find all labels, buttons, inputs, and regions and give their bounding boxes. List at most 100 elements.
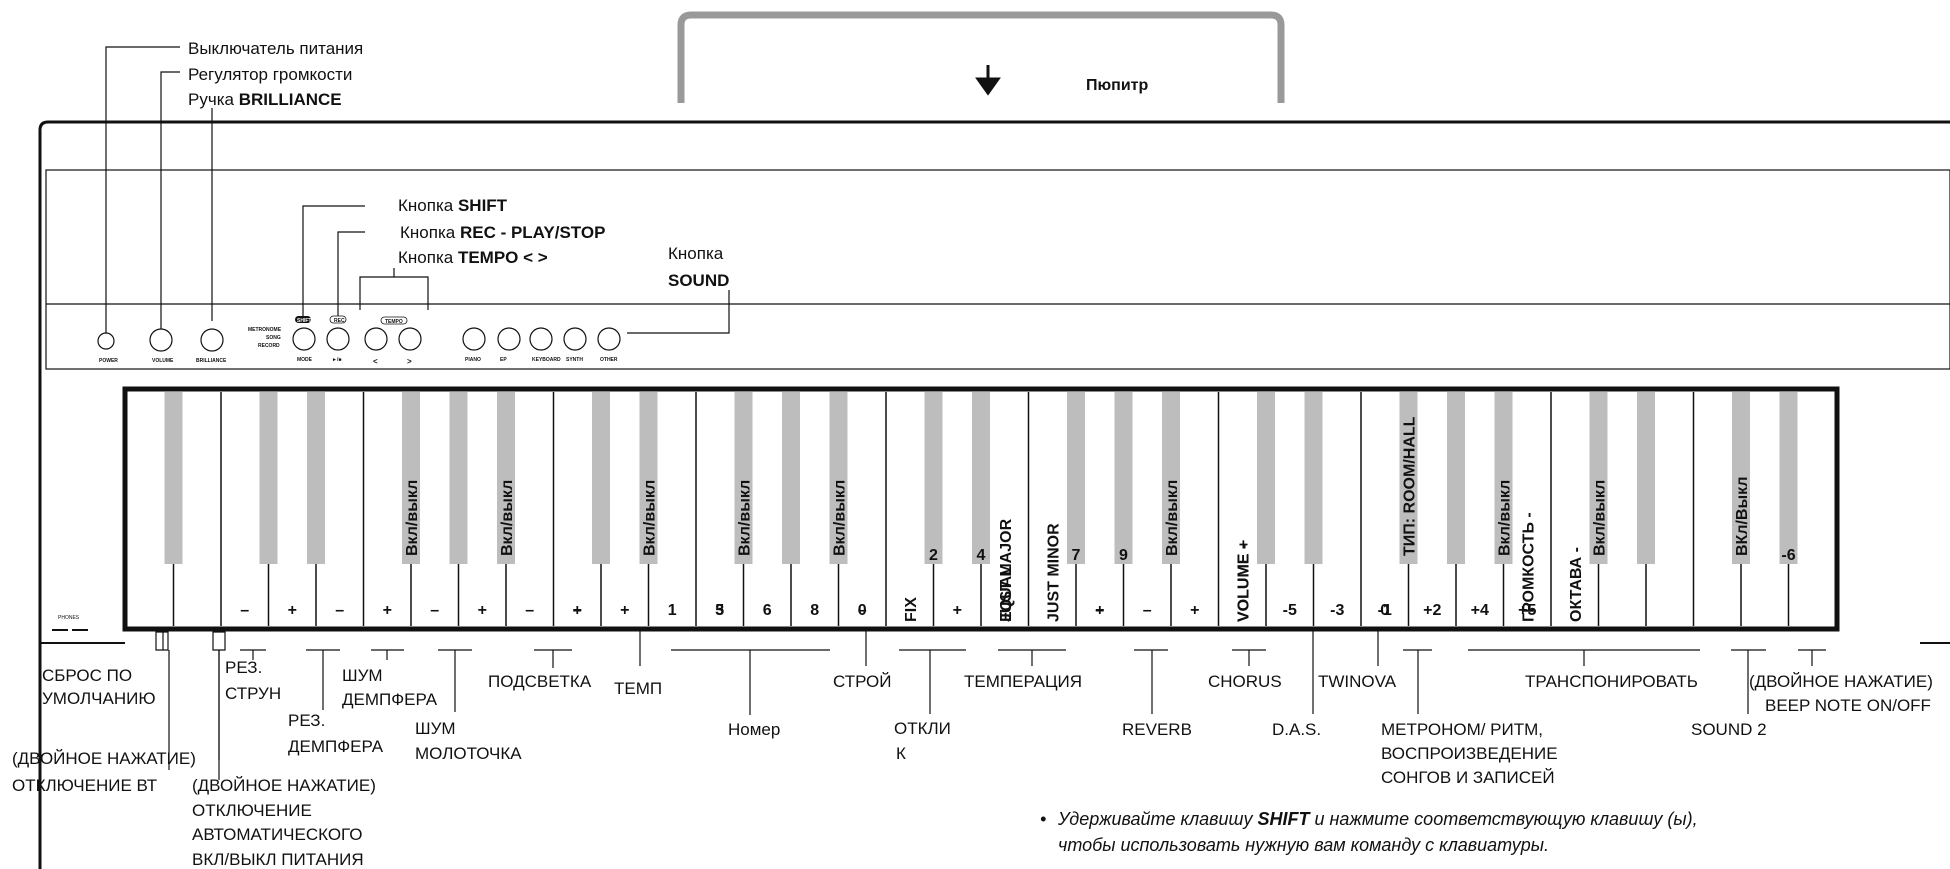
- phones-jack: PHONES: [52, 615, 88, 631]
- song-caption: SONG: [266, 335, 281, 341]
- brilliance-knob[interactable]: [200, 328, 224, 352]
- black-key[interactable]: [1067, 392, 1085, 564]
- black-key[interactable]: [639, 392, 658, 564]
- black-key[interactable]: [1304, 392, 1323, 564]
- phones-caption: PHONES: [58, 615, 80, 621]
- white-key-label: +: [1190, 602, 1199, 619]
- volume-knob[interactable]: [149, 328, 173, 352]
- chorus-label: CHORUS: [1208, 672, 1282, 691]
- black-key[interactable]: [1589, 392, 1608, 564]
- sound-caption: SYNTH: [566, 357, 583, 363]
- white-key-label: +5: [1518, 602, 1536, 619]
- brilliance-caption: BRILLIANCE: [196, 358, 227, 364]
- play-stop-button[interactable]: [326, 327, 350, 351]
- black-key[interactable]: [259, 392, 278, 564]
- music-rest-outline: [677, 11, 1285, 103]
- white-key-label: ГРОМКОСТЬ -: [1520, 512, 1537, 622]
- rec-cap-text: REC: [334, 318, 345, 324]
- black-key[interactable]: [734, 392, 753, 564]
- tempo-up-button[interactable]: [398, 327, 422, 351]
- callout-leader: [534, 649, 572, 668]
- black-key-label: -6: [1781, 547, 1795, 564]
- black-key[interactable]: [307, 392, 325, 564]
- mode-button[interactable]: [292, 327, 316, 351]
- black-key[interactable]: [497, 392, 515, 564]
- callout-leader: [671, 649, 830, 715]
- number-label: Номер: [728, 720, 780, 739]
- tempo-cap: [380, 316, 408, 325]
- touch-label-2: К: [896, 744, 906, 763]
- white-key-label: -3: [1330, 602, 1344, 619]
- black-key-label: Вкл/выкл: [499, 480, 516, 556]
- metronome-label-3: СОНГОВ И ЗАПИСЕЙ: [1381, 768, 1555, 787]
- note-line2: чтобы использовать нужную вам команду с …: [1058, 835, 1550, 855]
- white-key-label: –: [858, 602, 867, 619]
- power-button[interactable]: [97, 332, 115, 350]
- black-key[interactable]: [1637, 392, 1655, 564]
- black-key[interactable]: [972, 392, 990, 564]
- callout-leader: [998, 649, 1066, 666]
- white-key-label: +: [1095, 602, 1104, 619]
- black-key[interactable]: [449, 392, 468, 564]
- white-key-label: –: [1143, 602, 1152, 619]
- damper-noise-label-2: ДЕМПФЕРА: [342, 690, 438, 709]
- white-key-label: +2: [1423, 602, 1441, 619]
- callout-labels: СБРОС ПО УМОЛЧАНИЮ (ДВОЙНОЕ НАЖАТИЕ) ОТК…: [12, 658, 1933, 869]
- sound-button-synth[interactable]: [563, 327, 587, 351]
- rec-button-label: Кнопка REC - PLAY/STOP: [400, 223, 605, 242]
- black-key[interactable]: [592, 392, 610, 564]
- music-rest-label: Пюпитр: [1086, 77, 1149, 94]
- black-key[interactable]: [782, 392, 800, 564]
- power-caption: POWER: [99, 358, 118, 364]
- next-caption: >: [407, 357, 412, 366]
- tempo-down-button[interactable]: [364, 327, 388, 351]
- black-key[interactable]: [1494, 392, 1513, 564]
- black-key-label: Вкл/выкл: [1164, 480, 1181, 556]
- white-key-label: 3: [715, 602, 724, 619]
- damper-noise-label-1: ШУМ: [342, 666, 383, 685]
- black-key[interactable]: [1162, 392, 1180, 564]
- black-key[interactable]: [924, 392, 943, 564]
- sound-button-piano[interactable]: [462, 327, 486, 351]
- black-key[interactable]: [1447, 392, 1465, 564]
- black-key-label: ВКл/Выкл: [1734, 476, 1751, 556]
- sound-button-ep[interactable]: [497, 327, 521, 351]
- arrow-down-icon: [975, 65, 1001, 96]
- black-key-label: Вкл/выкл: [404, 480, 421, 556]
- das-label: D.A.S.: [1272, 720, 1321, 739]
- black-key[interactable]: [1257, 392, 1275, 564]
- tuning-label: СТРОЙ: [833, 672, 892, 691]
- hammer-noise-label-2: МОЛОТОЧКА: [415, 744, 522, 763]
- volume-knob-label: Регулятор громкости: [188, 65, 352, 84]
- black-key[interactable]: [402, 392, 420, 564]
- auto-off-label-1: (ДВОЙНОЕ НАЖАТИЕ): [192, 776, 376, 795]
- black-key[interactable]: [1732, 392, 1750, 564]
- shift-cap: [295, 316, 311, 323]
- sound-button-keyboard[interactable]: [529, 327, 553, 351]
- black-key[interactable]: [1779, 392, 1798, 564]
- tempo-label: ТЕМП: [614, 679, 662, 698]
- temperament-label: ТЕМПЕРАЦИЯ: [964, 672, 1082, 691]
- transpose-label: ТРАНСПОНИРОВАТЬ: [1525, 672, 1698, 691]
- white-key-label: +: [478, 602, 487, 619]
- black-key[interactable]: [1399, 392, 1418, 564]
- black-key[interactable]: [1114, 392, 1133, 564]
- black-key[interactable]: [164, 392, 183, 564]
- shift-button-label: Кнопка SHIFT: [398, 196, 508, 215]
- twinova-label: TWINOVA: [1318, 672, 1397, 691]
- callout-leader: [240, 649, 266, 660]
- sound-caption: PIANO: [465, 357, 481, 363]
- reset-label-1: СБРОС ПО: [42, 666, 132, 685]
- string-res-label-1: РЕЗ.: [225, 658, 262, 677]
- white-key-label: +: [288, 602, 297, 619]
- metronome-label-2: ВОСПРОИЗВЕДЕНИЕ: [1381, 744, 1558, 763]
- black-key[interactable]: [829, 392, 848, 564]
- white-key-label: 5: [715, 602, 724, 619]
- white-key-label: EQUAL: [998, 566, 1015, 622]
- sound-button-other[interactable]: [597, 327, 621, 351]
- touch-label-1: ОТКЛИ: [894, 719, 951, 738]
- damper-res-label-1: РЕЗ.: [288, 711, 325, 730]
- reverb-label: REVERB: [1122, 720, 1192, 739]
